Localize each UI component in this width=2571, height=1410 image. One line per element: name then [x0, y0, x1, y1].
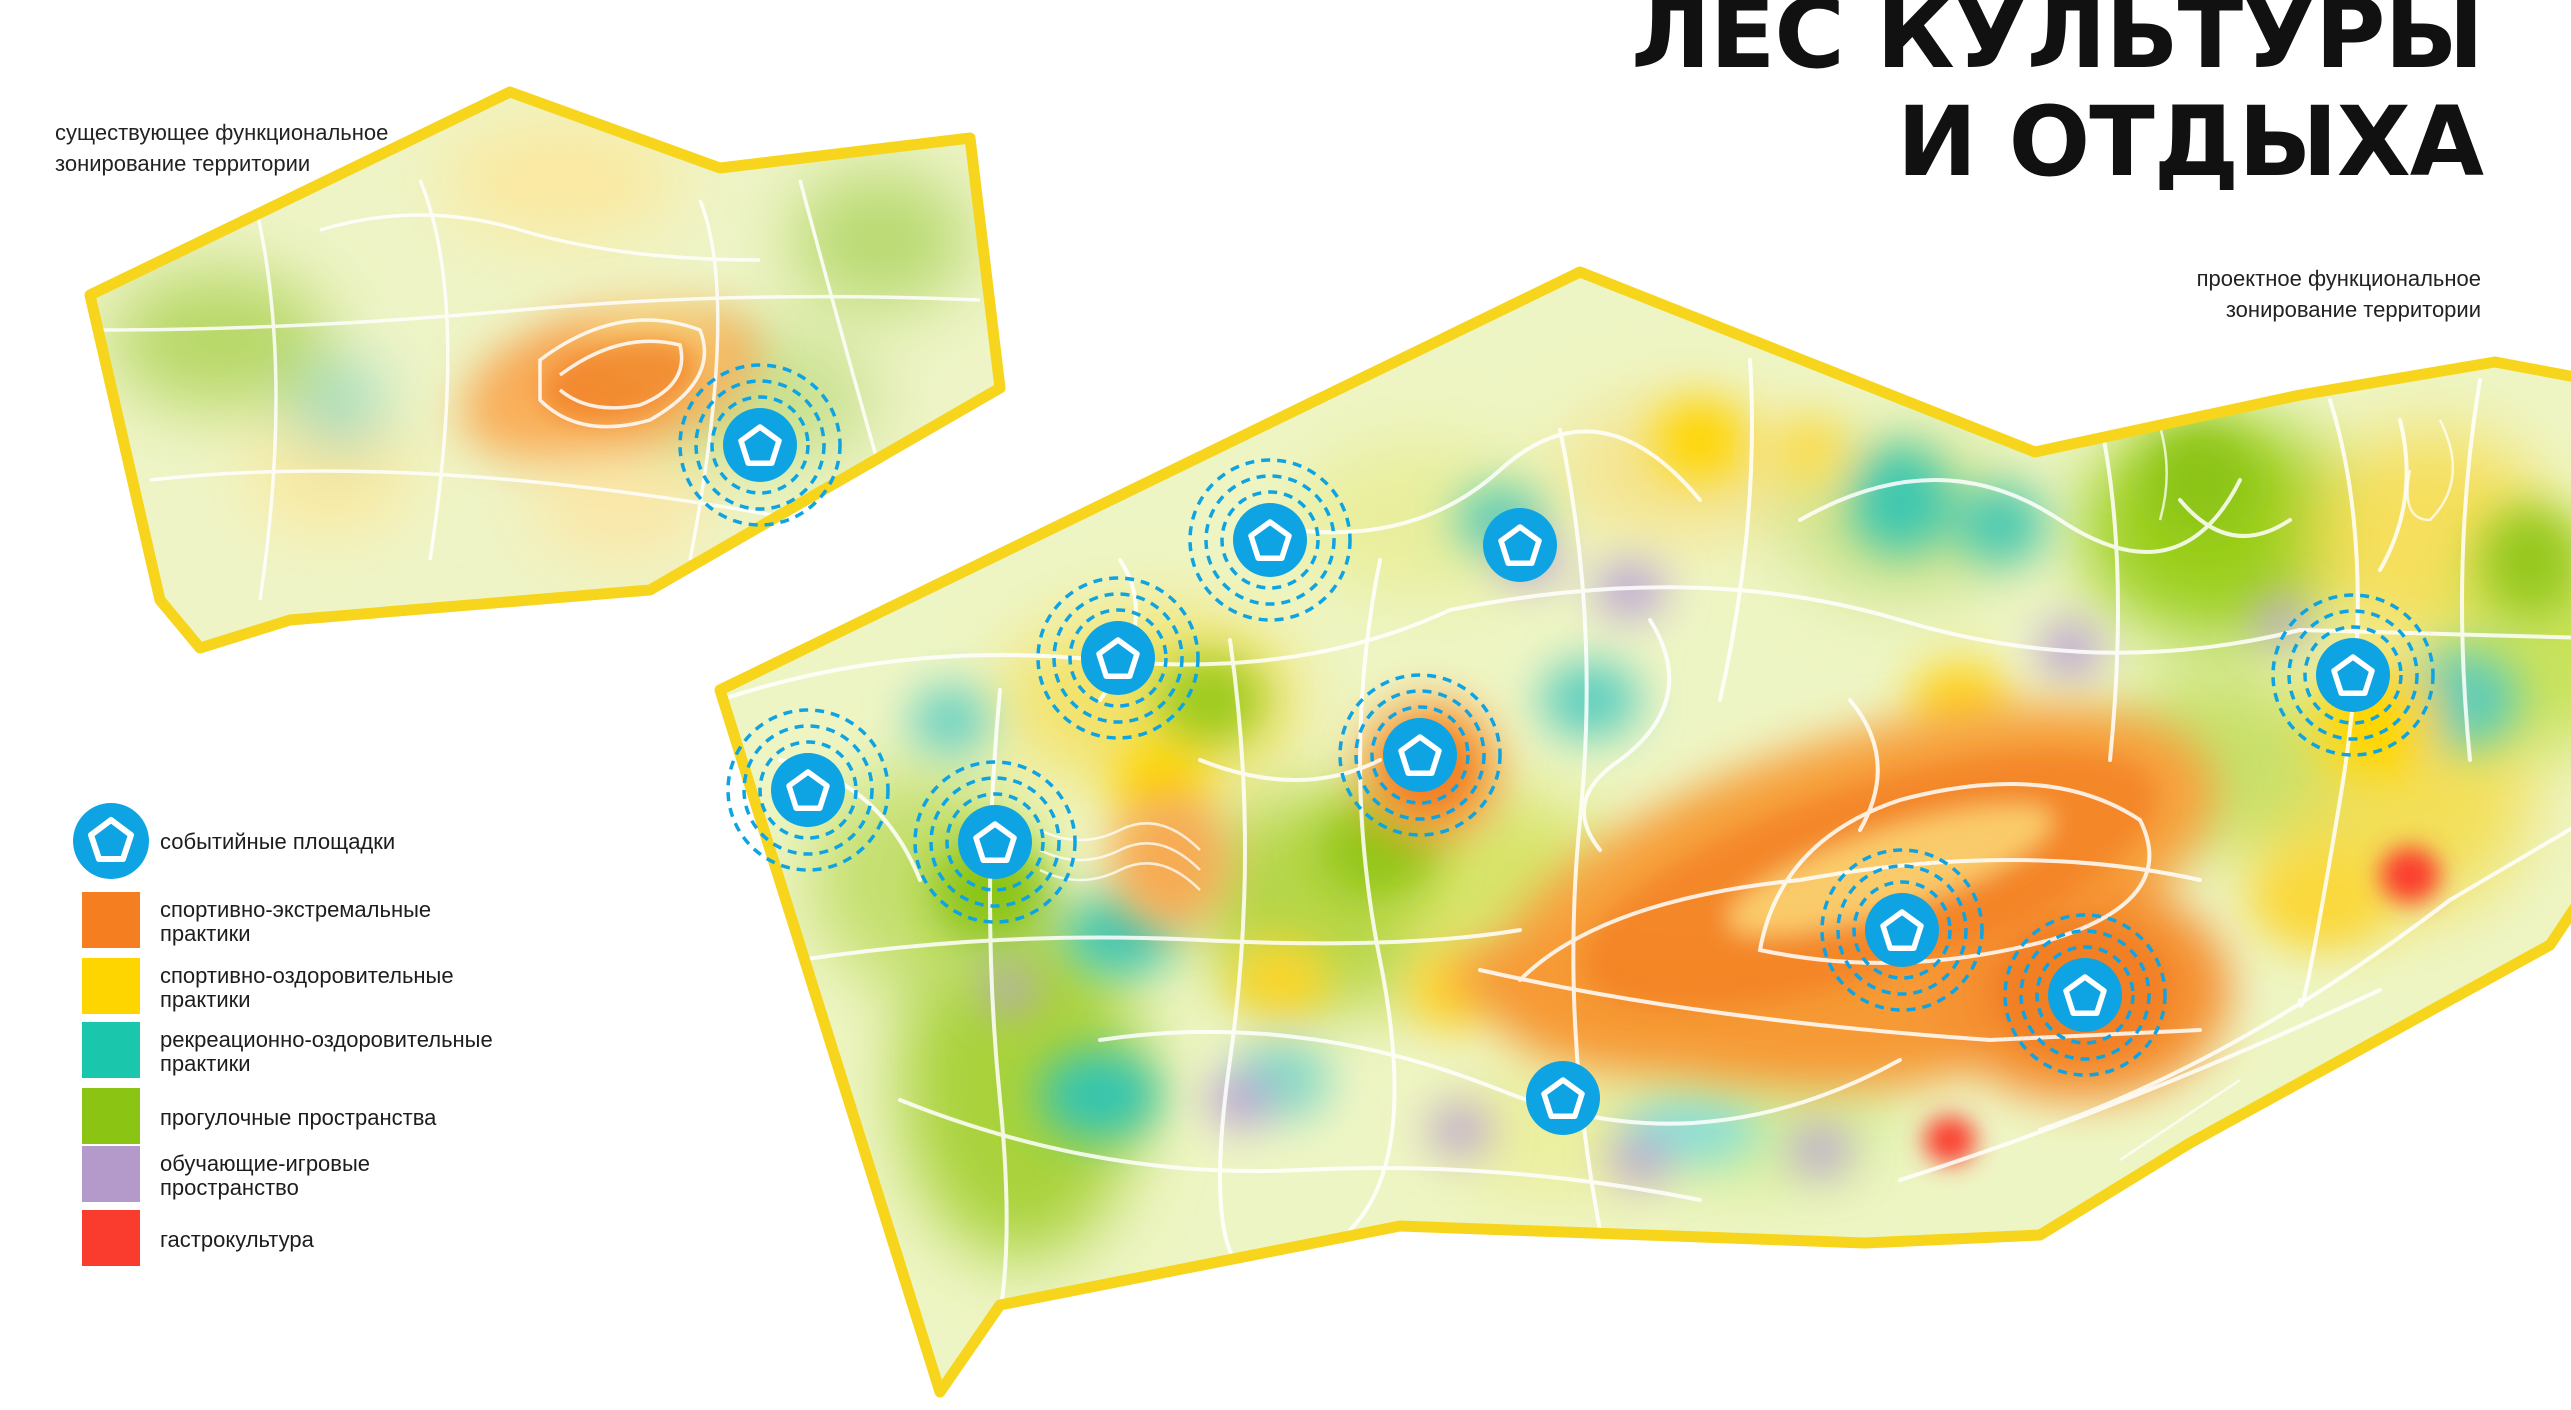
event-site-marker [1483, 508, 1557, 582]
pentagon-marker-icon [738, 424, 782, 466]
legend-swatch [82, 892, 140, 948]
title-line-2: И ОТДЫХА [1896, 86, 2484, 198]
pentagon-marker-icon [973, 821, 1017, 863]
pentagon-marker-icon [1880, 909, 1924, 951]
pentagon-marker-icon [1541, 1077, 1585, 1119]
event-site-marker [913, 760, 1077, 924]
existing-zoning-map [84, 86, 1006, 654]
legend-label: прогулочные пространства [160, 1106, 600, 1130]
pentagon-marker-icon [2331, 654, 2375, 696]
caption-line: зонирование территории [2225, 297, 2481, 322]
legend-label: обучающие-игровые пространство [160, 1152, 600, 1200]
event-site-marker [2003, 913, 2167, 1077]
project-zoning-map [714, 266, 2571, 1398]
existing-zoning-caption: существующее функциональное зонирование … [55, 117, 388, 179]
event-site-marker [1036, 576, 1200, 740]
legend-label: рекреационно-оздоровительные практики [160, 1028, 600, 1076]
legend-label: спортивно-оздоровительные практики [160, 964, 600, 1012]
legend-swatch [82, 958, 140, 1014]
legend-label-line: гастрокультура [160, 1227, 314, 1252]
event-site-marker [1188, 458, 1352, 622]
event-site-marker [2271, 593, 2435, 757]
legend-swatch [82, 1022, 140, 1078]
legend-label-line: практики [160, 1051, 251, 1076]
legend-swatch [82, 1146, 140, 1202]
caption-line: проектное функциональное [2196, 266, 2481, 291]
pentagon-marker-icon [1498, 524, 1542, 566]
project-zoning-caption: проектное функциональное зонирование тер… [2197, 263, 2481, 325]
legend-label-line: спортивно-экстремальные [160, 897, 432, 922]
legend-swatch [82, 1210, 140, 1266]
legend-swatch [82, 1088, 140, 1144]
legend-label: событийные площадки [160, 829, 396, 854]
pentagon-marker-icon [73, 803, 149, 879]
event-site-marker [1338, 673, 1502, 837]
pentagon-marker-icon [1096, 637, 1140, 679]
event-site-marker [678, 363, 842, 527]
legend-label: спортивно-экстремальные практики [160, 898, 600, 946]
event-site-marker [1820, 848, 1984, 1012]
pentagon-marker-icon [2063, 974, 2107, 1016]
legend-label-line: рекреационно-оздоровительные [160, 1027, 493, 1052]
caption-line: существующее функциональное [55, 120, 389, 145]
title-line-1: ЛЕС КУЛЬТУРЫ [1631, 0, 2484, 90]
event-site-marker [1526, 1061, 1600, 1135]
legend-label-line: практики [160, 987, 251, 1012]
legend-label-line: практики [160, 921, 251, 946]
event-site-marker [726, 708, 890, 872]
pentagon-marker-icon [1398, 734, 1442, 776]
pentagon-marker-icon [1248, 519, 1292, 561]
event-site-markers [678, 363, 2435, 1135]
legend-label: гастрокультура [160, 1228, 600, 1252]
pentagon-marker-icon [786, 769, 830, 811]
page-title: ЛЕС КУЛЬТУРЫ И ОТДЫХА [1631, 0, 2484, 198]
legend-label-line: пространство [160, 1175, 299, 1200]
legend-label-line: обучающие-игровые [160, 1151, 371, 1176]
legend-label-line: прогулочные пространства [160, 1105, 437, 1130]
legend-label-line: спортивно-оздоровительные [160, 963, 454, 988]
caption-line: зонирование территории [55, 151, 311, 176]
